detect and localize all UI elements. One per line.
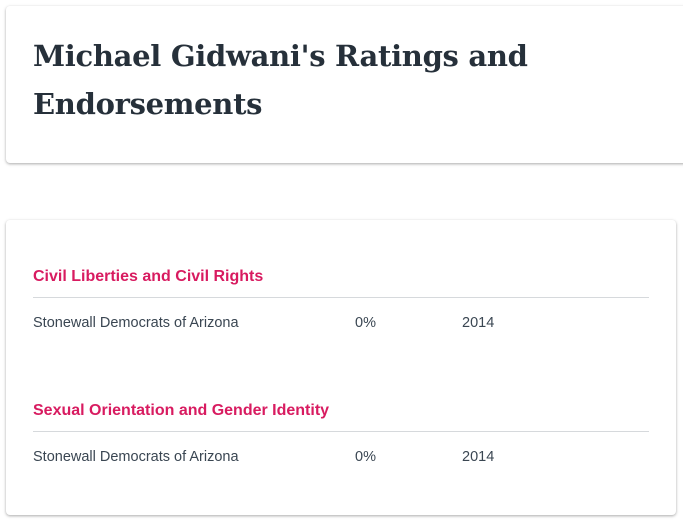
rating-row: Stonewall Democrats of Arizona 0% 2014 bbox=[33, 432, 649, 472]
ratings-section-sexual-orientation: Sexual Orientation and Gender Identity S… bbox=[33, 395, 649, 472]
rating-organization: Stonewall Democrats of Arizona bbox=[33, 449, 239, 465]
title-card: Michael Gidwani's Ratings and Endorsemen… bbox=[6, 6, 683, 163]
section-heading: Sexual Orientation and Gender Identity bbox=[33, 395, 649, 432]
ratings-card: Civil Liberties and Civil Rights Stonewa… bbox=[6, 220, 676, 515]
rating-year: 2014 bbox=[462, 449, 495, 465]
rating-row: Stonewall Democrats of Arizona 0% 2014 bbox=[33, 298, 649, 338]
section-heading: Civil Liberties and Civil Rights bbox=[33, 261, 649, 298]
rating-score: 0% bbox=[355, 315, 376, 331]
rating-year: 2014 bbox=[462, 315, 495, 331]
rating-score: 0% bbox=[355, 449, 376, 465]
ratings-section-civil-liberties: Civil Liberties and Civil Rights Stonewa… bbox=[33, 261, 649, 338]
page-title: Michael Gidwani's Ratings and Endorsemen… bbox=[33, 39, 528, 121]
rating-organization: Stonewall Democrats of Arizona bbox=[33, 315, 239, 331]
